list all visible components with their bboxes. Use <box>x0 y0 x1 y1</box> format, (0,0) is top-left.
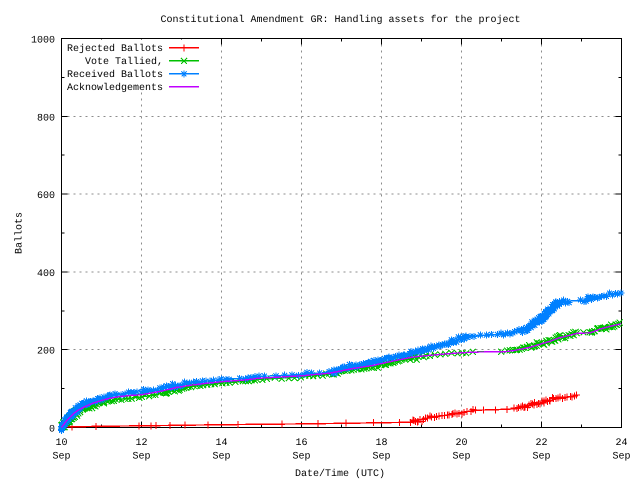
svg-text:14: 14 <box>215 438 227 449</box>
svg-text:200: 200 <box>37 347 55 358</box>
svg-text:22: 22 <box>535 438 547 449</box>
svg-text:Sep: Sep <box>132 452 150 463</box>
svg-text:Sep: Sep <box>372 452 390 463</box>
svg-text:Sep: Sep <box>292 452 310 463</box>
svg-text:1000: 1000 <box>31 36 55 47</box>
svg-text:Sep: Sep <box>452 452 470 463</box>
svg-text:Vote Tallied,: Vote Tallied, <box>85 56 163 68</box>
svg-text:Date/Time (UTC): Date/Time (UTC) <box>295 468 385 480</box>
svg-text:16: 16 <box>295 438 307 449</box>
svg-text:400: 400 <box>37 269 55 280</box>
svg-text:Sep: Sep <box>612 452 630 463</box>
svg-text:20: 20 <box>455 438 467 449</box>
svg-text:600: 600 <box>37 191 55 202</box>
svg-text:18: 18 <box>375 438 387 449</box>
svg-text:12: 12 <box>135 438 147 449</box>
svg-text:Sep: Sep <box>52 452 70 463</box>
svg-text:Sep: Sep <box>532 452 550 463</box>
svg-text:Sep: Sep <box>212 452 230 463</box>
svg-text:0: 0 <box>49 425 55 436</box>
svg-text:Acknowledgements: Acknowledgements <box>67 82 163 94</box>
svg-text:24: 24 <box>615 438 627 449</box>
svg-text:Constitutional Amendment GR: H: Constitutional Amendment GR: Handling as… <box>160 14 520 26</box>
svg-text:Received Ballots: Received Ballots <box>67 69 163 81</box>
svg-text:Rejected Ballots: Rejected Ballots <box>67 43 163 55</box>
svg-text:Ballots: Ballots <box>14 212 26 254</box>
svg-text:10: 10 <box>55 438 67 449</box>
svg-text:800: 800 <box>37 113 55 124</box>
